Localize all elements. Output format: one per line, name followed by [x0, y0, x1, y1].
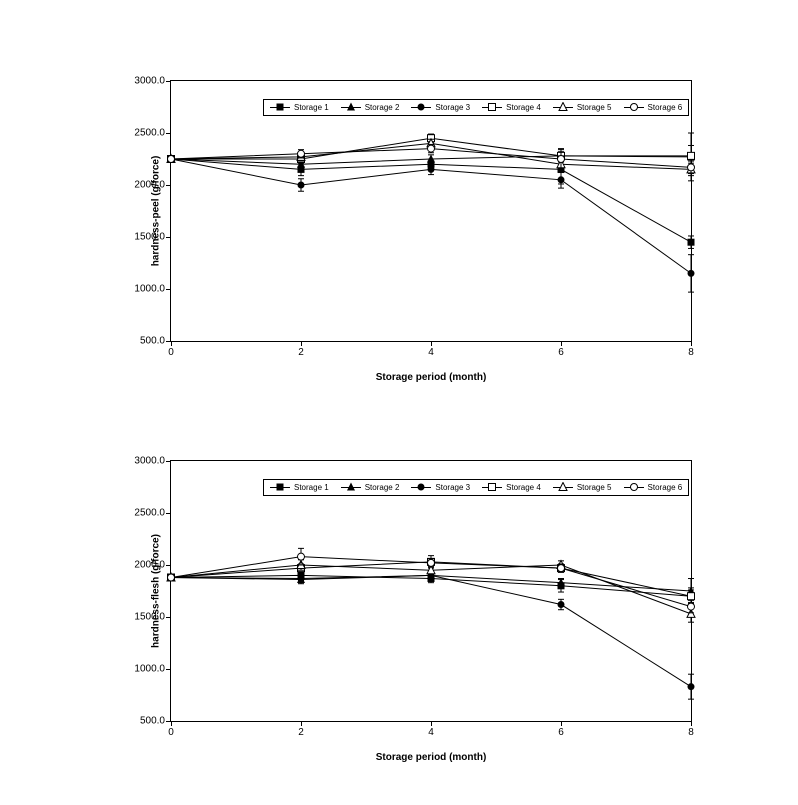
x-tick-label: 0 — [168, 347, 174, 358]
y-tick-label: 1500.0 — [134, 232, 165, 243]
legend-label: Storage 2 — [365, 103, 400, 112]
legend-line — [624, 107, 644, 108]
y-tick-mark — [166, 565, 171, 566]
y-tick-label: 1000.0 — [134, 284, 165, 295]
legend-item: Storage 6 — [624, 103, 683, 112]
legend-line — [270, 107, 290, 108]
legend-item: Storage 2 — [341, 103, 400, 112]
legend-item: Storage 5 — [553, 483, 612, 492]
y-tick-label: 3000.0 — [134, 76, 165, 87]
y-tick-label: 2000.0 — [134, 560, 165, 571]
x-tick-mark — [691, 341, 692, 346]
x-tick-mark — [301, 341, 302, 346]
legend-flesh: Storage 1 Storage 2 Storage 3 Storage 4 Stor… — [263, 479, 689, 496]
y-axis-label-peel: hardness-peel (g/force) — [151, 156, 162, 267]
x-tick-mark — [431, 341, 432, 346]
y-tick-label: 1000.0 — [134, 664, 165, 675]
x-tick-mark — [561, 721, 562, 726]
legend-label: Storage 5 — [577, 103, 612, 112]
y-tick-mark — [166, 81, 171, 82]
legend-line — [411, 107, 431, 108]
legend-item: Storage 4 — [482, 483, 541, 492]
legend-label: Storage 2 — [365, 483, 400, 492]
x-tick-label: 4 — [428, 727, 434, 738]
legend-item: Storage 2 — [341, 483, 400, 492]
legend-line — [624, 487, 644, 488]
legend-label: Storage 1 — [294, 103, 329, 112]
legend-label: Storage 3 — [435, 103, 470, 112]
legend-item: Storage 3 — [411, 103, 470, 112]
legend-item: Storage 3 — [411, 483, 470, 492]
y-tick-label: 500.0 — [140, 336, 165, 347]
legend-line — [482, 487, 502, 488]
legend-line — [411, 487, 431, 488]
x-tick-label: 8 — [688, 727, 694, 738]
x-axis-label-flesh: Storage period (month) — [376, 752, 487, 763]
legend-label: Storage 6 — [648, 483, 683, 492]
x-tick-mark — [431, 721, 432, 726]
x-tick-mark — [691, 721, 692, 726]
legend-label: Storage 3 — [435, 483, 470, 492]
legend-line — [482, 107, 502, 108]
legend-line — [270, 487, 290, 488]
y-tick-mark — [166, 185, 171, 186]
legend-label: Storage 4 — [506, 483, 541, 492]
x-tick-label: 0 — [168, 727, 174, 738]
x-axis-label-peel: Storage period (month) — [376, 372, 487, 383]
y-tick-mark — [166, 617, 171, 618]
legend-item: Storage 5 — [553, 103, 612, 112]
y-tick-label: 3000.0 — [134, 456, 165, 467]
x-tick-mark — [171, 341, 172, 346]
chart-peel: hardness-peel (g/force) Storage period (… — [100, 70, 720, 380]
legend-line — [553, 107, 573, 108]
y-tick-mark — [166, 461, 171, 462]
legend-label: Storage 1 — [294, 483, 329, 492]
plot-area-peel: hardness-peel (g/force) Storage period (… — [170, 80, 692, 342]
legend-label: Storage 4 — [506, 103, 541, 112]
y-tick-mark — [166, 513, 171, 514]
x-tick-label: 2 — [298, 727, 304, 738]
x-tick-label: 4 — [428, 347, 434, 358]
svg-lines-flesh — [171, 461, 691, 721]
y-axis-label-flesh: hardness-flesh (g/force) — [151, 534, 162, 648]
legend-item: Storage 6 — [624, 483, 683, 492]
y-tick-label: 2500.0 — [134, 128, 165, 139]
x-tick-label: 6 — [558, 347, 564, 358]
legend-line — [341, 107, 361, 108]
x-tick-label: 6 — [558, 727, 564, 738]
y-tick-mark — [166, 669, 171, 670]
x-tick-mark — [301, 721, 302, 726]
legend-line — [341, 487, 361, 488]
legend-line — [553, 487, 573, 488]
plot-area-flesh: hardness-flesh (g/force) Storage period … — [170, 460, 692, 722]
legend-item: Storage 4 — [482, 103, 541, 112]
y-tick-mark — [166, 133, 171, 134]
y-tick-mark — [166, 237, 171, 238]
y-tick-label: 2500.0 — [134, 508, 165, 519]
legend-item: Storage 1 — [270, 103, 329, 112]
page: hardness-peel (g/force) Storage period (… — [0, 0, 798, 805]
x-tick-mark — [171, 721, 172, 726]
y-tick-label: 1500.0 — [134, 612, 165, 623]
y-tick-label: 500.0 — [140, 716, 165, 727]
x-tick-label: 8 — [688, 347, 694, 358]
legend-peel: Storage 1 Storage 2 Storage 3 Storage 4 Stor… — [263, 99, 689, 116]
y-tick-label: 2000.0 — [134, 180, 165, 191]
svg-lines-peel — [171, 81, 691, 341]
x-tick-mark — [561, 341, 562, 346]
y-tick-mark — [166, 289, 171, 290]
x-tick-label: 2 — [298, 347, 304, 358]
legend-item: Storage 1 — [270, 483, 329, 492]
legend-label: Storage 5 — [577, 483, 612, 492]
legend-label: Storage 6 — [648, 103, 683, 112]
chart-flesh: hardness-flesh (g/force) Storage period … — [100, 450, 720, 760]
